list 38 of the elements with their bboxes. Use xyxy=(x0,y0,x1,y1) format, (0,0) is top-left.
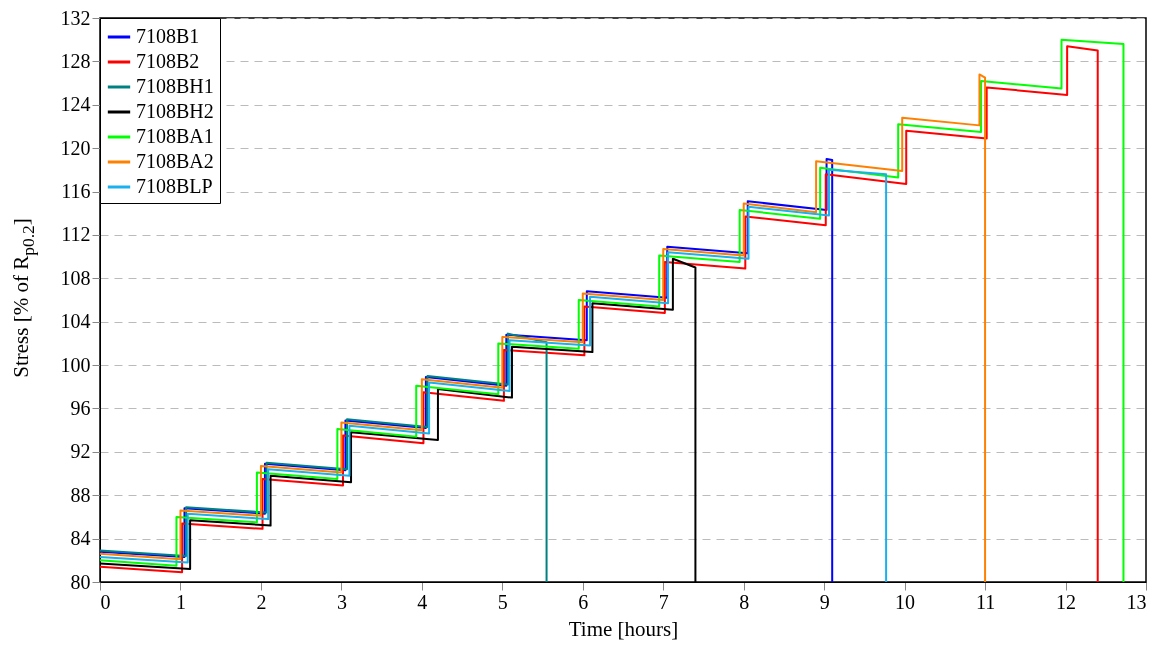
x-tick-label: 6 xyxy=(578,590,589,613)
y-tick-label: 132 xyxy=(60,6,91,29)
y-tick-label: 92 xyxy=(70,440,91,463)
y-tick-label: 124 xyxy=(60,93,91,116)
line-series xyxy=(99,332,548,583)
legend-label: 7108BH1 xyxy=(136,75,214,97)
x-tick-label: 11 xyxy=(975,590,996,613)
x-tick-label: 10 xyxy=(895,590,916,613)
y-tick-label: 112 xyxy=(61,223,91,246)
y-tick-label: 128 xyxy=(60,49,91,72)
y-tick-label: 120 xyxy=(60,136,91,159)
x-tick-label: 5 xyxy=(497,590,508,613)
x-tick-label: 0 xyxy=(100,590,111,613)
y-tick-label: 96 xyxy=(70,396,91,419)
y-tick-label: 108 xyxy=(60,266,91,289)
y-tick-label: 104 xyxy=(60,310,91,333)
line-series xyxy=(99,73,987,583)
legend-label: 7108B2 xyxy=(136,50,200,72)
y-tick-label: 100 xyxy=(60,353,91,376)
x-tick-label: 8 xyxy=(739,590,750,613)
legend-label: 7108BA1 xyxy=(136,125,214,147)
legend-label: 7108B1 xyxy=(136,25,200,47)
x-axis-title: Time [hours] xyxy=(568,616,679,641)
y-tick-label: 88 xyxy=(70,483,91,506)
x-tick-label: 13 xyxy=(1126,590,1147,613)
legend-label: 7108BH2 xyxy=(136,100,214,122)
x-tick-label: 2 xyxy=(256,590,267,613)
x-tick-label: 4 xyxy=(417,590,428,613)
y-tick-label: 80 xyxy=(70,570,91,593)
x-tick-label: 9 xyxy=(819,590,830,613)
y-tick-label: 84 xyxy=(70,527,91,550)
x-tick-label: 7 xyxy=(658,590,669,613)
x-tick-label: 1 xyxy=(175,590,186,613)
y-tick-label: 116 xyxy=(61,180,91,203)
legend-label: 7108BA2 xyxy=(136,150,214,172)
x-tick-label: 12 xyxy=(1056,590,1077,613)
x-tick-label: 3 xyxy=(336,590,347,613)
legend-label: 7108BLP xyxy=(136,175,213,197)
